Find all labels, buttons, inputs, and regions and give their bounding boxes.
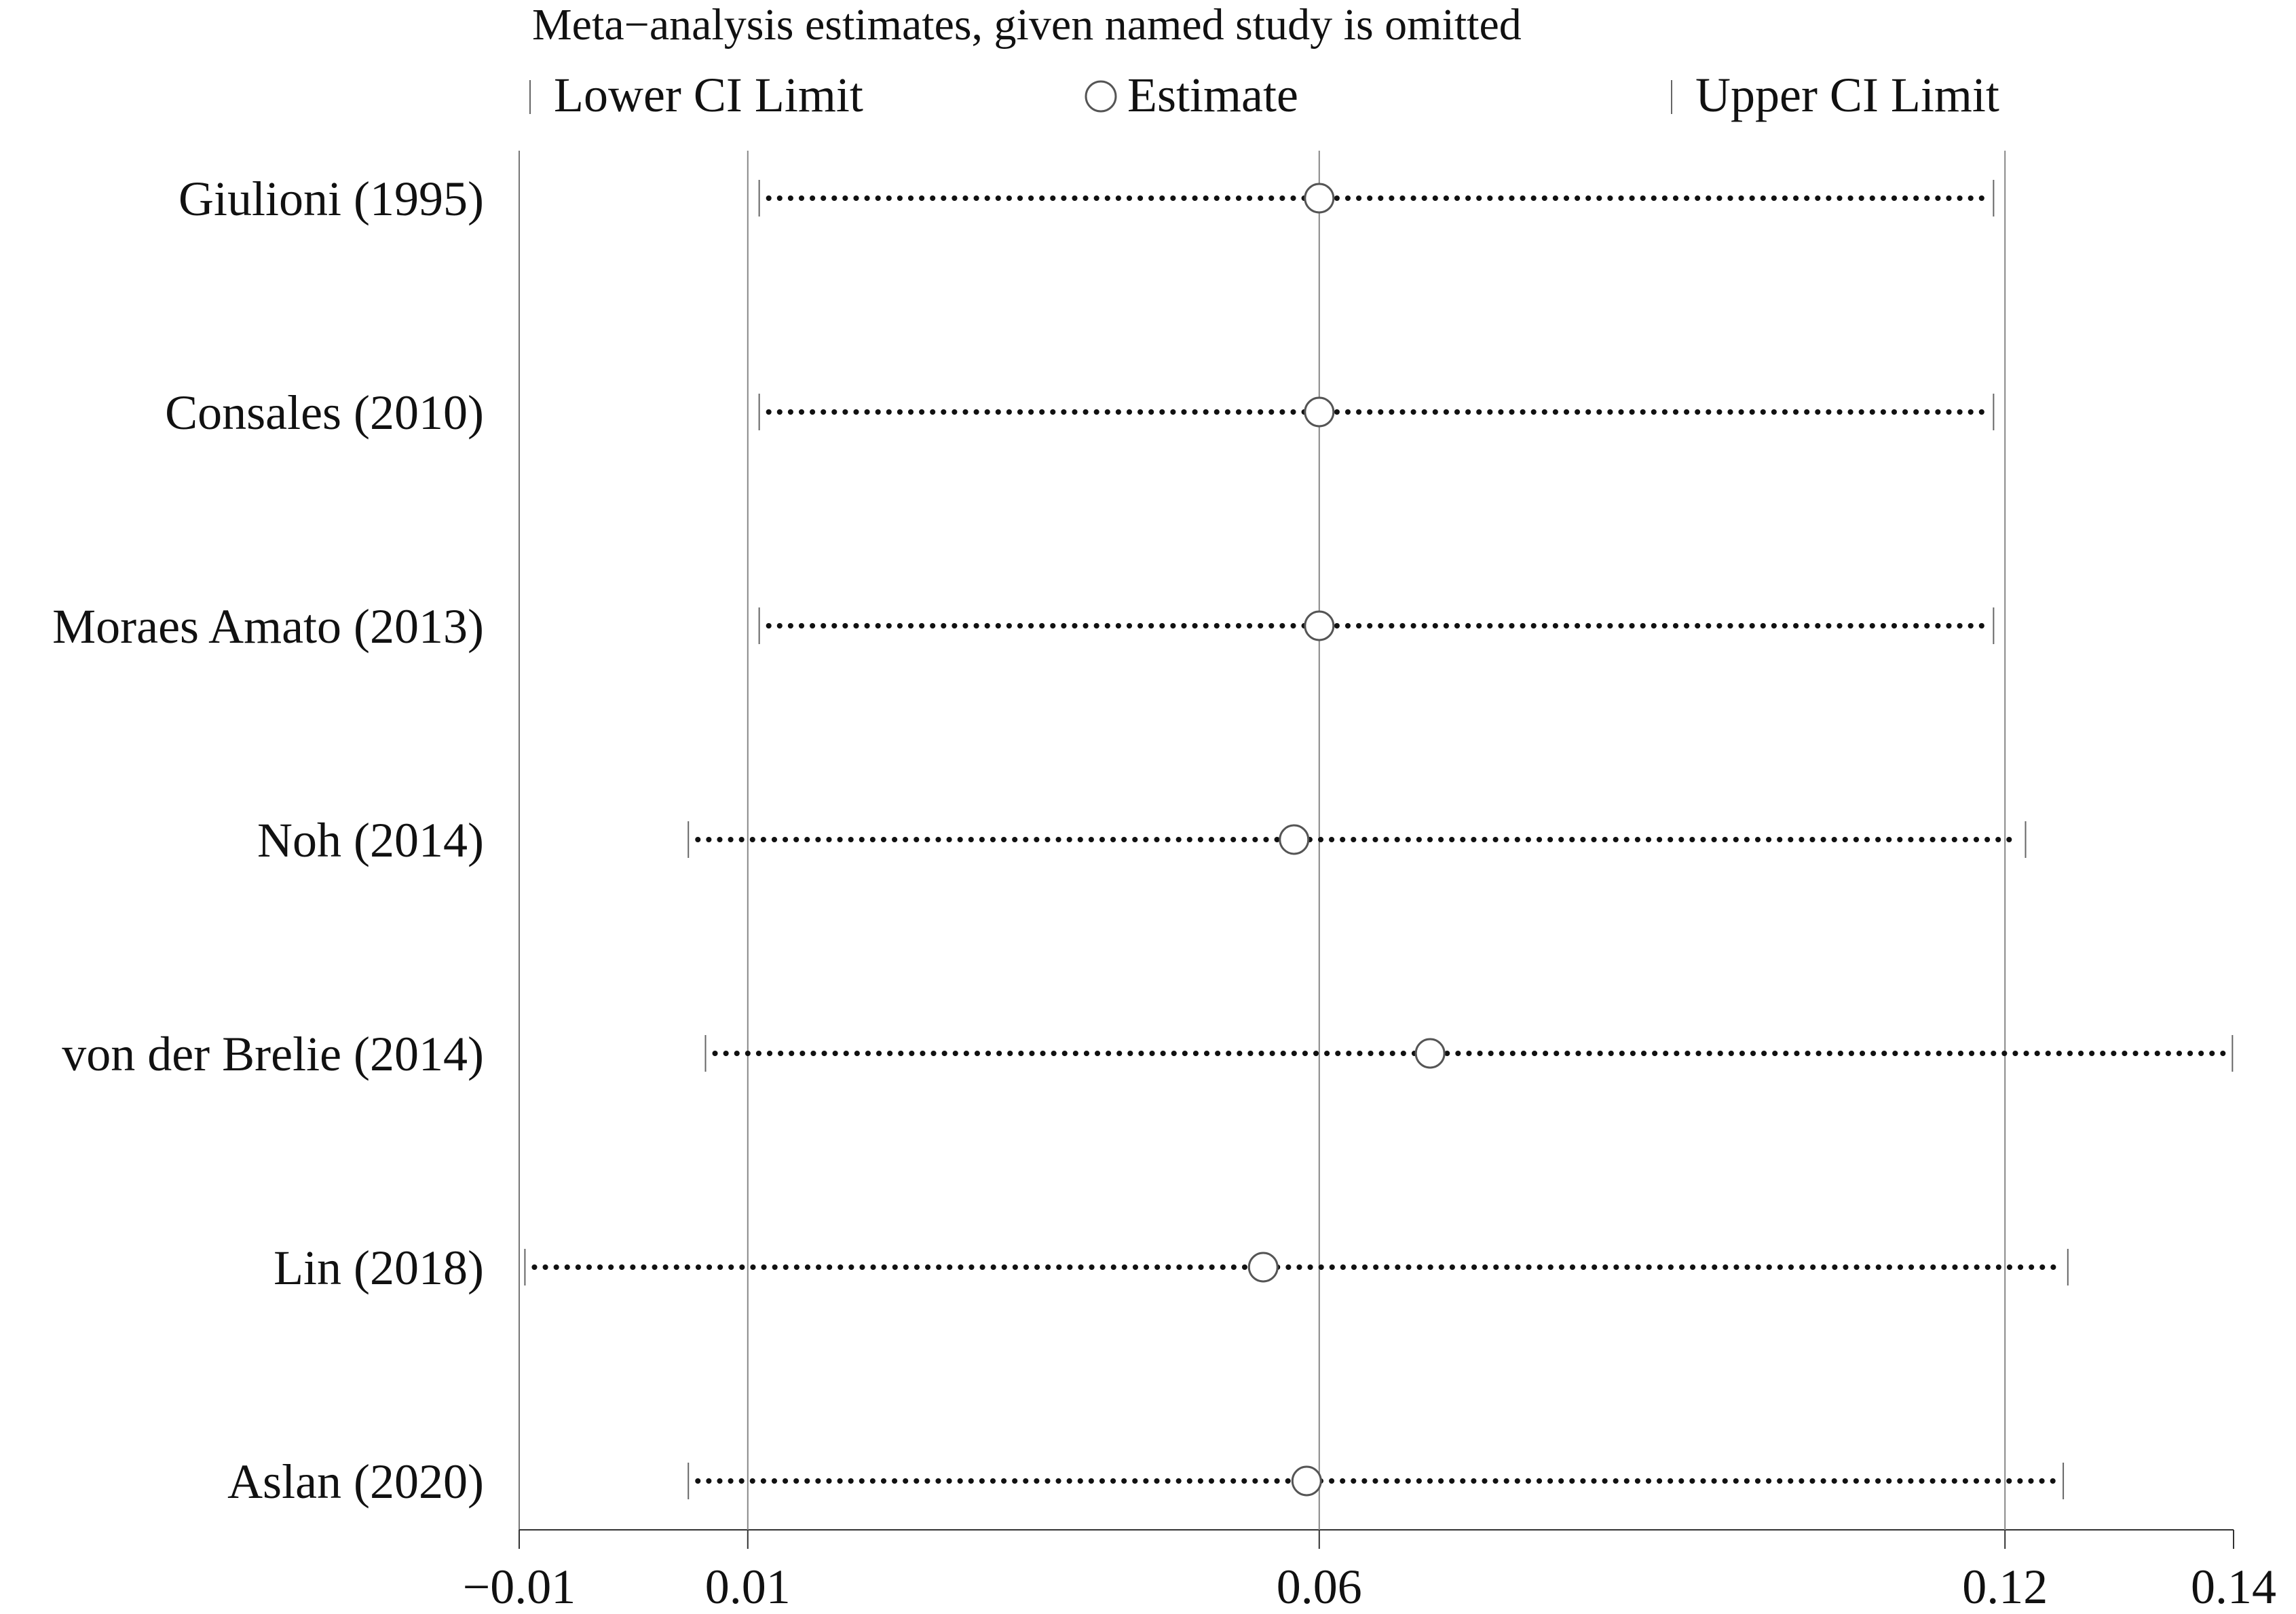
study-label-3: Noh (2014) [257,813,484,867]
x-tick-label-4: 0.14 [2191,1560,2276,1614]
x-tick-label-2: 0.06 [1277,1560,1362,1614]
study-label-0: Giulioni (1995) [178,172,484,226]
estimate-marker-5 [1247,1252,1279,1283]
estimate-marker-2 [1304,610,1335,641]
study-label-4: von der Brelie (2014) [62,1027,484,1081]
x-tick-label-0: −0.01 [463,1560,576,1614]
x-tick-label-1: 0.01 [705,1560,791,1614]
chart-title: Meta−analysis estimates, given named stu… [532,0,1522,50]
estimate-marker-6 [1291,1465,1322,1497]
study-label-5: Lin (2018) [274,1241,484,1295]
study-label-6: Aslan (2020) [227,1455,484,1509]
study-label-2: Moraes Amato (2013) [52,599,484,654]
estimate-marker-3 [1279,824,1310,855]
estimate-marker-0 [1304,183,1335,214]
plot-area: −0.01 0.01 0.06 0.12 0.14 Giulioni (1995) Cons… [52,151,2276,1614]
estimate-marker-4 [1414,1038,1446,1069]
legend-upper-label: Upper CI Limit [1695,68,1999,122]
estimate-marker-1 [1304,396,1335,428]
legend: Lower CI Limit Estimate Upper CI Limit [529,68,1999,122]
legend-lower-label: Lower CI Limit [554,68,863,122]
legend-estimate-label: Estimate [1127,68,1298,122]
legend-estimate-marker [1085,80,1117,113]
x-tick-label-3: 0.12 [1962,1560,2048,1614]
study-label-1: Consales (2010) [165,386,484,440]
